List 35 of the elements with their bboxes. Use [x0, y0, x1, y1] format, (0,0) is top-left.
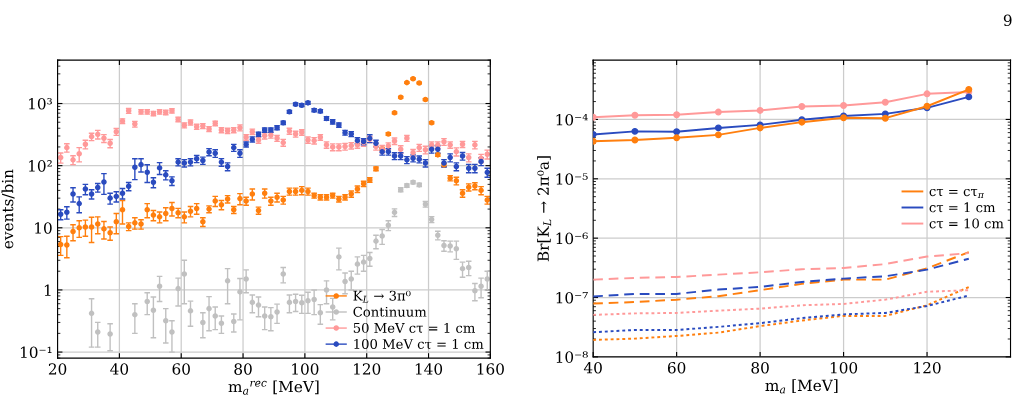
x-tick-label: 160 — [477, 363, 504, 375]
x-tick-label: 120 — [914, 362, 941, 374]
y-tick-label: 10² — [29, 160, 52, 172]
y-axis-title: events/bin — [1, 169, 15, 249]
x-tick-label: 100 — [830, 362, 858, 374]
x-axis-title: m$_{a}$$^{rec}$ [MeV] — [228, 380, 319, 395]
legend-label: cτ = cτ$_{π}$ — [929, 188, 985, 199]
y-tick-label: 10⁻⁸ — [556, 351, 588, 363]
y-tick-label: 10⁻⁷ — [556, 291, 588, 304]
y-tick-label: 10⁻¹ — [20, 346, 52, 359]
y-tick-label: 10³ — [29, 97, 52, 110]
x-tick-label: 100 — [292, 363, 319, 375]
x-tick-label: 140 — [415, 363, 443, 375]
x-tick-label: 60 — [172, 363, 190, 375]
legend-label: 100 MeV cτ = 1 cm — [354, 338, 484, 349]
x-tick-label: 20 — [48, 363, 67, 375]
x-tick-label: 120 — [353, 363, 381, 375]
x-axis-title: m$_{a}$ [MeV] — [765, 379, 838, 394]
x-tick-label: 60 — [667, 362, 686, 374]
x-tick-label: 80 — [234, 363, 252, 375]
y-tick-label: 10⁻⁶ — [556, 232, 588, 245]
x-tick-label: 40 — [583, 362, 602, 374]
x-tick-label: 40 — [110, 363, 129, 375]
legend-label: cτ = 1 cm — [929, 202, 996, 213]
x-tick-label: 80 — [751, 362, 769, 374]
y-tick-label: 10⁻⁵ — [556, 173, 588, 185]
legend-label: Continuum — [353, 306, 427, 317]
legend-label: 50 MeV cτ = 1 cm — [353, 322, 475, 333]
y-tick-label: 10 — [35, 222, 52, 234]
y-axis-title: Br[K$_{L}$ → 2π⁰a] — [537, 156, 552, 262]
y-tick-label: 1 — [44, 284, 51, 296]
text: 9 — [1003, 14, 1012, 27]
legend-label: cτ = 10 cm — [929, 218, 1004, 229]
legend-label: K$_{L}$ → 3π⁰ — [353, 290, 411, 303]
y-tick-label: 10⁻⁴ — [556, 113, 588, 126]
